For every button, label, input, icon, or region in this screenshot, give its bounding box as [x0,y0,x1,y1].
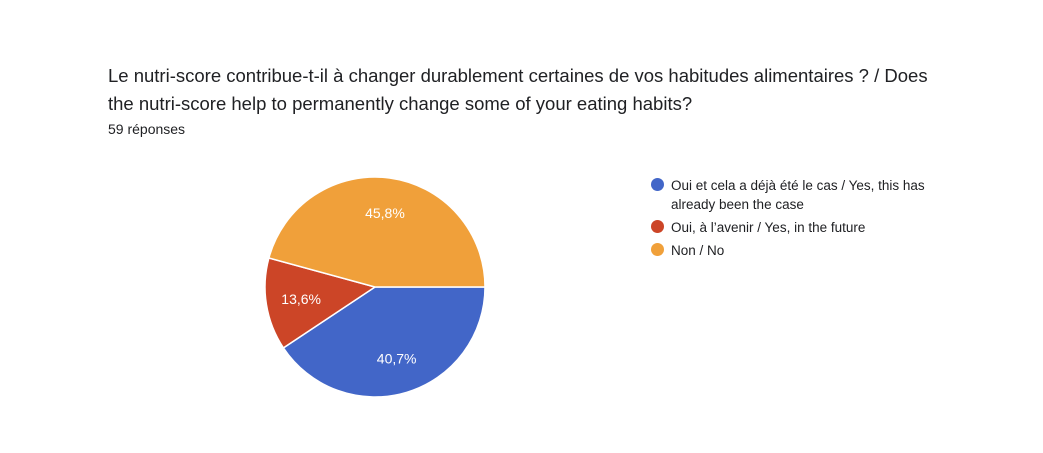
legend-label: Oui, à l’avenir / Yes, in the future [671,220,866,235]
question-title-line-1: Le nutri-score contribue-t-il à changer … [108,65,928,86]
legend-label: Non / No [671,243,725,258]
legend-swatch [651,220,664,233]
legend-label: Oui et cela a déjà été le cas / Yes, thi… [671,178,925,212]
pie-slice[interactable] [264,257,377,349]
question-title: Le nutri-score contribue-t-il à changer … [108,62,988,118]
legend-swatch [651,178,664,191]
pie-slice[interactable] [267,176,486,288]
chart-legend: Oui et cela a déjà été le cas / Yes, thi… [651,176,941,264]
legend-item[interactable]: Non / No [651,241,941,260]
legend-item[interactable]: Oui, à l’avenir / Yes, in the future [651,218,941,237]
pie-slice-label: 45,8% [365,205,405,221]
legend-swatch [651,243,664,256]
response-count: 59 réponses [108,121,186,137]
pie-slice-label: 40,7% [377,351,417,367]
question-title-line-2: the nutri-score help to permanently chan… [108,93,693,114]
legend-item[interactable]: Oui et cela a déjà été le cas / Yes, thi… [651,176,941,214]
pie-slice-label: 13,6% [281,291,321,307]
